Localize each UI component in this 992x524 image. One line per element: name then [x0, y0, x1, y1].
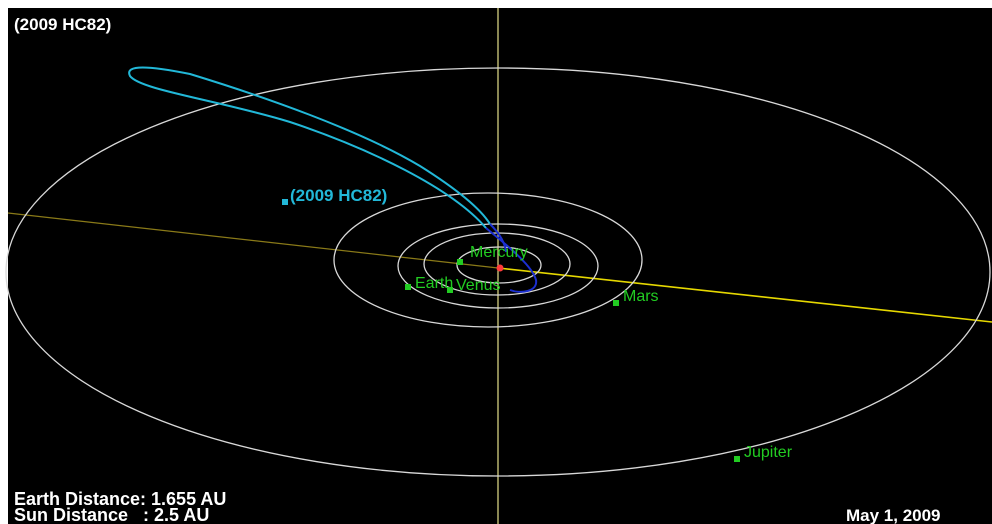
earth-marker [405, 284, 411, 290]
jupiter-orbit [5, 67, 991, 477]
earth-label: Earth [415, 275, 453, 292]
ecliptic-axis-back [7, 212, 499, 269]
sun-distance-readout: Sun Distance : 2.5 AU [14, 505, 209, 524]
mars-marker [613, 300, 619, 306]
earth-orbit [397, 223, 599, 309]
mars-orbit [333, 192, 643, 328]
asteroid-marker [282, 199, 288, 205]
mercury-label: Mercury [470, 244, 528, 261]
ecliptic-axis-front [497, 267, 992, 323]
asteroid-label: (2009 HC82) [290, 186, 387, 205]
jupiter-marker [734, 456, 740, 462]
asteroid-orbit-near [485, 227, 538, 293]
mercury-marker [457, 259, 463, 265]
jupiter-label: Jupiter [744, 444, 793, 461]
asteroid-orbit-near-inner [489, 223, 507, 253]
earth-distance-readout: Earth Distance: 1.655 AU [14, 489, 226, 509]
diagram-title: (2009 HC82) [14, 15, 111, 34]
venus-marker [447, 287, 453, 293]
venus-label: Venus [456, 277, 500, 294]
date-readout: May 1, 2009 [846, 506, 941, 524]
mars-label: Mars [623, 288, 659, 305]
asteroid-orbit-far [128, 66, 491, 229]
sun-marker [496, 264, 504, 272]
